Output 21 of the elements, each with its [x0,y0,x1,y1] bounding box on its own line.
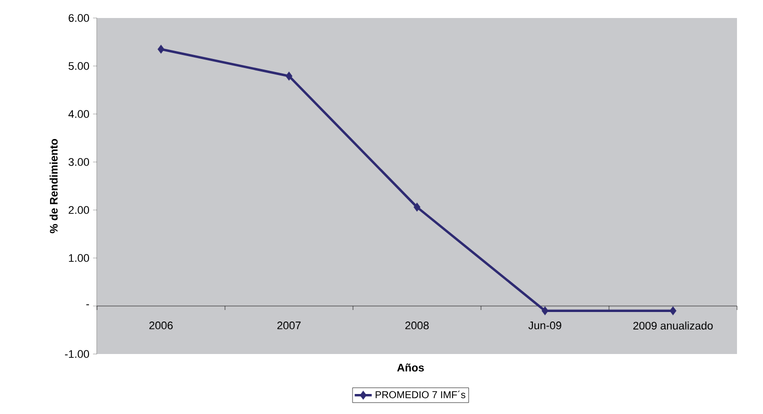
y-tick-label: 5.00 [68,62,90,70]
point [670,306,676,316]
x-tick-label: 2008 [405,322,429,330]
legend-label: PROMEDIO 7 IMF´s [376,390,466,398]
x-tick-label: 2006 [149,322,173,330]
x-axis-title: Años [397,364,424,372]
x-tick-label: 2007 [277,322,301,330]
y-tick-label: -1.00 [64,350,90,358]
y-tick-label: 4.00 [68,110,90,118]
y-tick-label: 2.00 [68,206,90,214]
y-axis-title: % de Rendimiento [50,138,58,234]
x-tick-label: Jun-09 [528,322,562,330]
y-tick-label: 6.00 [68,14,90,22]
point [158,44,164,54]
y-tick-label: 1.00 [68,254,90,262]
point [414,202,420,212]
x-tick-label: 2009 anualizado [633,322,713,330]
point [286,72,292,81]
point [542,306,548,316]
y-tick-label: 3.00 [68,158,90,166]
y-tick-label: - [86,304,89,306]
